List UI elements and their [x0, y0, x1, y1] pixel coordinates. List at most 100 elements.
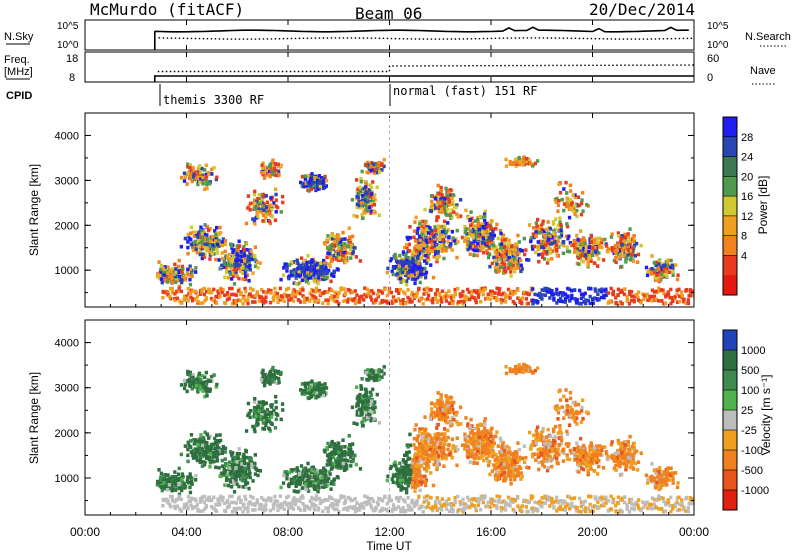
power-cell: [307, 189, 311, 193]
power-cell: [398, 270, 402, 275]
power-cell: [340, 251, 344, 256]
power-cell: [534, 233, 538, 238]
power-ground-cell: [538, 291, 542, 296]
velocity-cell: [244, 475, 249, 480]
velocity-cell: [179, 383, 184, 387]
power-cell: [186, 251, 190, 256]
velocity-cell: [325, 483, 329, 488]
power-cell: [296, 261, 300, 265]
power-cell: [419, 255, 423, 260]
power-ground-cell: [501, 291, 506, 296]
power-cell: [428, 226, 432, 230]
power-cell: [255, 200, 259, 204]
power-cell: [390, 269, 394, 274]
velocity-cell: [230, 485, 234, 489]
power-cell: [509, 270, 513, 274]
power-cell: [300, 278, 305, 283]
velocity-cell: [312, 480, 316, 485]
power-ground-cell: [380, 298, 384, 303]
power-cell: [200, 244, 204, 249]
power-cell: [454, 205, 458, 210]
power-cell: [497, 262, 501, 267]
power-cell: [322, 182, 326, 187]
power-cell: [459, 198, 463, 202]
power-ground-cell: [477, 292, 481, 297]
power-ground-cell: [268, 300, 273, 305]
power-cell: [259, 193, 263, 197]
velocity-cell: [208, 447, 212, 451]
power-cell: [208, 253, 212, 257]
velocity-cell: [323, 468, 327, 473]
power-cell: [413, 251, 418, 256]
power-cell: [369, 209, 373, 213]
power-cell: [414, 267, 418, 272]
power-cell: [352, 213, 356, 218]
power-cell: [615, 248, 619, 252]
power-cell: [440, 210, 444, 214]
velocity-cell: [180, 488, 184, 493]
power-cell: [425, 241, 429, 245]
velocity-cell: [248, 475, 252, 480]
power-ground-cell: [578, 288, 582, 293]
power-ground-cell: [438, 293, 442, 298]
power-cell: [207, 172, 211, 176]
velocity-cell: [240, 475, 244, 480]
power-ground-cell: [445, 294, 449, 299]
power-cell: [534, 250, 538, 255]
velocity-cell: [235, 451, 239, 456]
power-cell: [270, 205, 274, 209]
power-ground-cell: [688, 288, 692, 292]
power-cell: [290, 273, 294, 278]
velocity-cell: [200, 439, 204, 444]
velocity-cell: [267, 419, 271, 424]
power-cell: [596, 240, 600, 245]
power-cell: [308, 183, 312, 188]
power-cell: [555, 196, 559, 201]
power-cell: [225, 268, 229, 273]
power-ground-cell: [540, 293, 544, 297]
power-cell: [182, 171, 187, 176]
power-cell: [507, 238, 511, 243]
power-ground-cell: [248, 292, 252, 296]
power-cell: [248, 251, 252, 256]
velocity-cell: [294, 482, 298, 487]
power-cell: [496, 268, 500, 272]
power-cell: [446, 228, 450, 232]
velocity-cell: [190, 382, 194, 386]
power-ground-cell: [434, 295, 438, 299]
power-ground-cell: [251, 300, 255, 304]
power-cell: [489, 227, 493, 231]
power-cell: [495, 262, 499, 266]
power-ground-cell: [230, 286, 234, 291]
power-cell: [439, 185, 443, 190]
power-cell: [256, 197, 260, 201]
power-ground-cell: [588, 294, 592, 299]
power-cell: [565, 224, 570, 229]
power-cell: [349, 243, 354, 247]
power-cell: [295, 258, 299, 263]
power-cell: [448, 188, 452, 192]
power-cell: [358, 205, 362, 210]
power-ground-cell: [642, 297, 646, 302]
velocity-cell: [157, 468, 161, 472]
power-ground-cell: [536, 300, 540, 304]
power-ground-cell: [296, 298, 301, 302]
power-cell: [488, 252, 492, 257]
power-cell: [565, 245, 569, 250]
power-cell: [525, 257, 529, 262]
velocity-cell: [160, 485, 164, 489]
power-cell: [183, 175, 188, 179]
velocity-cell: [263, 372, 267, 377]
power-cell: [559, 228, 563, 232]
power-cell: [565, 199, 569, 203]
power-ground-cell: [161, 289, 165, 294]
power-ground-cell: [688, 290, 692, 294]
colorbar-frame: [722, 116, 738, 296]
power-cell: [430, 199, 434, 204]
power-cell: [191, 245, 195, 250]
nave-label: Nave: [750, 65, 776, 77]
velocity-cell: [227, 473, 231, 477]
velocity-cell: [246, 473, 251, 477]
power-cell: [452, 210, 456, 215]
power-ground-cell: [269, 291, 273, 295]
